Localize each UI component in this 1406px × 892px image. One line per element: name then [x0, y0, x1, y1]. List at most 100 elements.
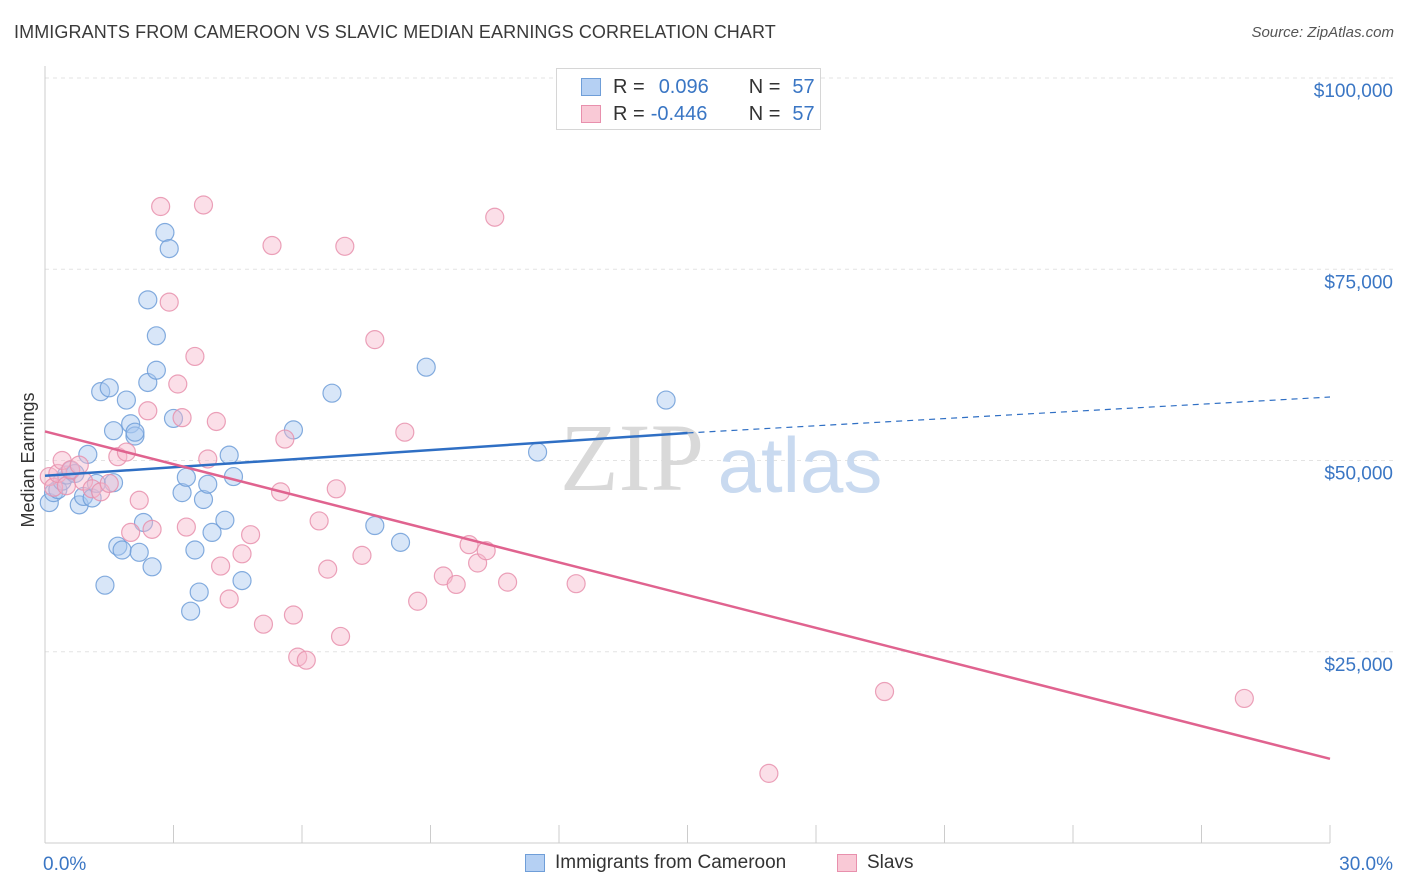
point-slavs: [326, 479, 346, 499]
point-slavs: [176, 517, 196, 537]
point-cameroon: [116, 390, 136, 410]
point-slavs: [232, 544, 252, 564]
point-cameroon: [416, 357, 436, 377]
y-tick-label: $100,000: [1314, 81, 1393, 102]
point-slavs: [395, 422, 415, 442]
watermark-atlas: atlas: [718, 421, 883, 509]
point-slavs: [566, 574, 586, 594]
point-slavs: [253, 614, 274, 634]
point-slavs: [446, 574, 466, 595]
chart-title: IMMIGRANTS FROM CAMEROON VS SLAVIC MEDIA…: [14, 22, 776, 42]
point-cameroon: [99, 378, 119, 398]
y-axis-title: Median Earnings: [18, 392, 38, 527]
point-cameroon: [103, 421, 124, 441]
legend-row-slavs: R = -0.446 N = 57: [581, 101, 815, 127]
bottom-swatch-blue: [525, 854, 545, 872]
trendline-slavs: [44, 430, 1331, 761]
legend-swatch-pink: [581, 105, 601, 123]
point-slavs: [352, 545, 372, 565]
point-slavs: [318, 559, 338, 579]
point-slavs: [172, 408, 192, 428]
point-cameroon: [322, 383, 342, 403]
point-slavs: [283, 605, 304, 625]
point-cameroon: [129, 542, 149, 562]
trendline-cameroon: [44, 431, 688, 478]
point-slavs: [121, 522, 141, 543]
point-cameroon: [185, 540, 205, 560]
point-slavs: [138, 401, 158, 421]
point-slavs: [206, 411, 226, 432]
r-label: R =: [613, 102, 645, 125]
point-cameroon: [146, 326, 166, 346]
bottom-legend-slavs: Slavs: [837, 852, 913, 874]
trendline-cameroon-extension: [687, 396, 1331, 434]
correlation-legend: R = 0.096 N = 57 R = -0.446 N = 57: [556, 68, 821, 130]
point-slavs: [211, 556, 231, 576]
point-slavs: [365, 330, 385, 350]
x-tick-label: 30.0%: [1339, 854, 1393, 875]
point-slavs: [159, 292, 179, 312]
point-slavs: [408, 591, 428, 611]
point-cameroon: [125, 422, 145, 442]
y-tick-label: $25,000: [1324, 655, 1393, 676]
n-label: N =: [748, 75, 781, 98]
r-label: R =: [613, 75, 645, 98]
point-cameroon: [155, 222, 175, 243]
r-value-slavs: -0.446: [650, 102, 708, 125]
n-value-slavs: 57: [792, 102, 815, 125]
point-cameroon: [142, 557, 162, 577]
point-slavs: [193, 195, 214, 215]
point-cameroon: [219, 445, 239, 465]
point-slavs: [498, 572, 518, 592]
r-value-cameroon: 0.096: [658, 75, 709, 98]
point-cameroon: [138, 290, 158, 310]
bottom-legend-label-slavs: Slavs: [867, 852, 914, 873]
point-cameroon: [146, 360, 166, 380]
point-cameroon: [193, 489, 214, 510]
point-slavs: [56, 476, 77, 496]
point-slavs: [485, 207, 505, 227]
bottom-legend-label-cameroon: Immigrants from Cameroon: [555, 852, 787, 873]
point-cameroon: [390, 532, 411, 552]
point-cameroon: [189, 582, 209, 602]
legend-swatch-blue: [581, 78, 601, 96]
point-cameroon: [527, 442, 548, 462]
point-cameroon: [215, 510, 235, 530]
point-cameroon: [112, 540, 132, 560]
point-cameroon: [202, 522, 222, 543]
n-value-cameroon: 57: [792, 75, 815, 98]
y-tick-label: $50,000: [1324, 464, 1393, 485]
point-slavs: [151, 196, 171, 217]
point-cameroon: [172, 483, 192, 503]
point-slavs: [874, 681, 895, 702]
point-slavs: [99, 473, 119, 494]
n-label: N =: [748, 102, 781, 125]
x-tick-label: 0.0%: [43, 854, 86, 875]
point-cameroon: [365, 515, 385, 536]
legend-row-cameroon: R = 0.096 N = 57: [581, 74, 815, 100]
point-slavs: [330, 626, 351, 647]
point-slavs: [335, 236, 355, 256]
point-slavs: [275, 429, 295, 449]
watermark-zip: ZIP: [560, 404, 704, 511]
point-slavs: [142, 519, 162, 539]
point-cameroon: [232, 571, 252, 591]
point-slavs: [262, 235, 282, 256]
point-cameroon: [656, 390, 676, 410]
point-slavs: [185, 346, 205, 367]
point-slavs: [1234, 688, 1254, 709]
point-cameroon: [181, 601, 201, 621]
point-slavs: [309, 511, 329, 531]
point-cameroon: [176, 467, 196, 487]
point-slavs: [759, 763, 779, 783]
point-slavs: [129, 490, 149, 510]
bottom-swatch-pink: [837, 854, 857, 872]
point-cameroon: [95, 575, 115, 595]
point-cameroon: [159, 238, 179, 259]
point-slavs: [296, 650, 316, 670]
point-slavs: [219, 589, 239, 609]
source-label: Source: ZipAtlas.com: [1251, 24, 1394, 41]
bottom-legend-cameroon: Immigrants from Cameroon: [525, 852, 786, 874]
point-slavs: [69, 455, 89, 475]
